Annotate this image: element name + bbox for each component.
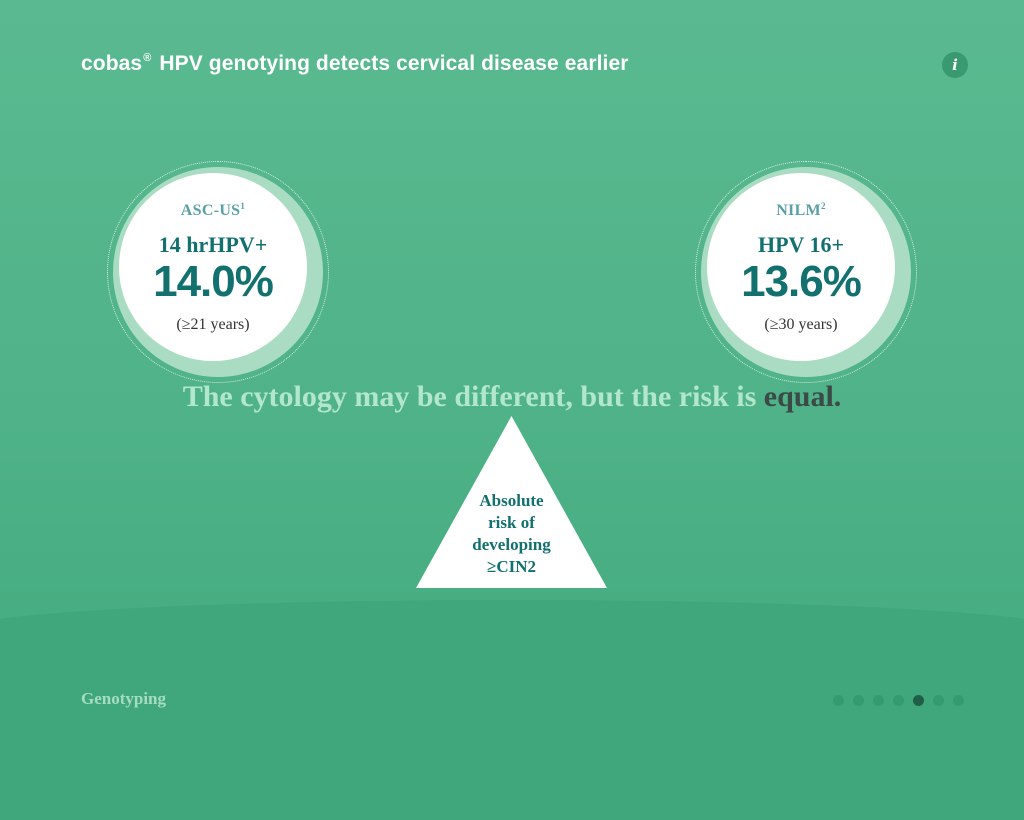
asc-us-stat-circle: ASC-US1 14 hrHPV+ 14.0% (≥21 years) [107, 161, 329, 383]
page-dot-active[interactable] [913, 695, 924, 706]
info-icon: i [952, 56, 958, 74]
stat-age: (≥21 years) [176, 316, 250, 333]
stat-label: NILM2 [776, 201, 826, 219]
page-title: cobas® HPV genotying detects cervical di… [81, 52, 629, 75]
background-band [0, 600, 1024, 820]
page-dot[interactable] [853, 695, 864, 706]
fulcrum-caption: Absolute risk of developing ≥CIN2 [472, 491, 551, 576]
page-indicator [833, 695, 964, 706]
asc-us-stat-card: ASC-US1 14 hrHPV+ 14.0% (≥21 years) [119, 173, 307, 361]
info-icon-button[interactable]: i [942, 52, 968, 78]
stat-label: ASC-US1 [180, 201, 246, 219]
stat-age: (≥30 years) [764, 316, 838, 333]
section-label: Genotyping [81, 689, 167, 708]
tagline: The cytology may be different, but the r… [182, 380, 842, 413]
stat-subtitle: 14 hrHPV+ [158, 232, 268, 257]
stat-subtitle: HPV 16+ [757, 232, 845, 257]
page-dot[interactable] [893, 695, 904, 706]
page-dot[interactable] [873, 695, 884, 706]
tagline-emphasis: equal. [763, 380, 842, 413]
nilm-stat-circle: NILM2 HPV 16+ 13.6% (≥30 years) [695, 161, 917, 383]
stat-value: 14.0% [153, 257, 274, 306]
nilm-stat-card: NILM2 HPV 16+ 13.6% (≥30 years) [707, 173, 895, 361]
stat-value: 13.6% [741, 257, 862, 306]
page-dot[interactable] [953, 695, 964, 706]
page-dot[interactable] [933, 695, 944, 706]
fulcrum-triangle [416, 416, 607, 588]
page-dot[interactable] [833, 695, 844, 706]
